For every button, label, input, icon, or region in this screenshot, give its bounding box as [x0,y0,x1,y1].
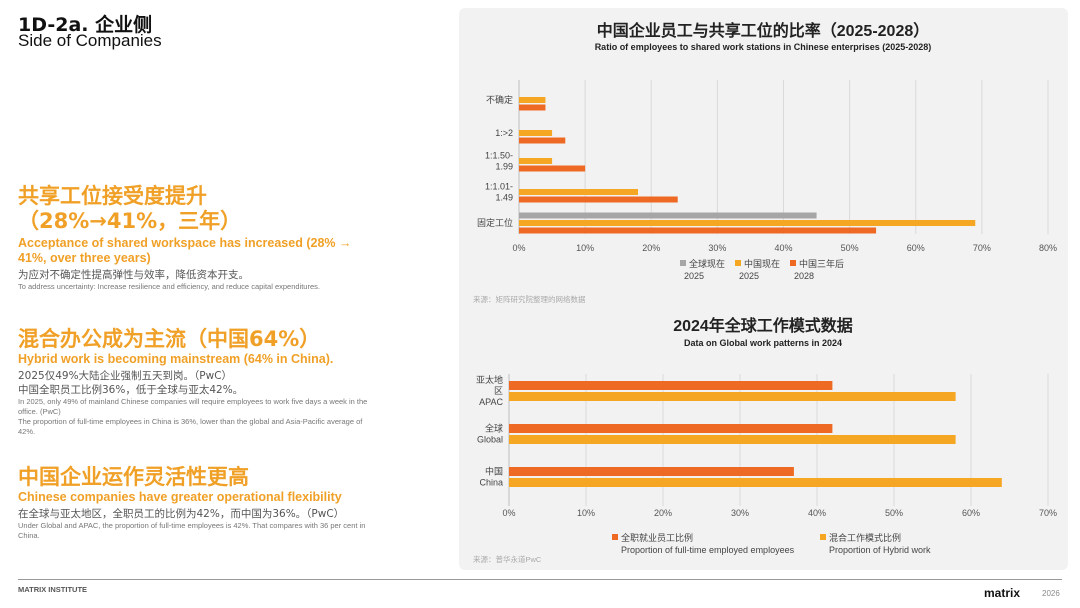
x-tick-label: 0% [512,243,525,253]
charts-svg: 中国企业员工与共享工位的比率（2025-2028） Ratio of employ… [473,21,1057,564]
x-tick-label: 40% [774,243,792,253]
chart-source: 来源：矩阵研究院整理的网络数据 [473,294,586,304]
y-category-label: 固定工位 [477,217,513,228]
bar [509,435,956,444]
section-body-en: Under Global and APAC, the proportion of… [18,521,366,540]
bar [509,392,956,401]
section-body-cn: 为应对不确定性提高弹性与效率，降低资本开支。 [18,269,249,281]
x-tick-label: 30% [708,243,726,253]
bar [519,158,553,164]
legend-label: 全职就业员工比例 Proportion of full-time employed… [621,532,795,555]
footer-year: 2026 [1042,589,1060,598]
bar [519,196,678,203]
bar [519,165,586,172]
y-category-label: 全球 Global [477,423,503,445]
x-tick-label: 50% [885,508,903,518]
footer-org: MATRIX INSTITUTE [18,585,88,594]
chart-subtitle: Data on Global work patterns in 2024 [684,338,842,348]
legend-label: 全球现在 2025 [684,258,725,281]
footer-brand-logo: matrix [984,586,1021,600]
bar [519,227,877,234]
x-tick-label: 10% [576,243,594,253]
x-tick-label: 10% [577,508,595,518]
section-body-cn: 2025仅49%大陆企业强制五天到岗。（PwC） 中国全职员工比例36%，低于全… [18,370,244,396]
section-title-cn: 中国企业运作灵活性更高 [18,465,249,489]
x-tick-label: 20% [642,243,660,253]
legend-swatch [790,260,796,266]
legend-swatch [820,534,826,540]
bar [509,467,794,476]
x-tick-label: 80% [1039,243,1057,253]
x-tick-label: 0% [502,508,515,518]
section-title-en: Hybrid work is becoming mainstream (64% … [18,352,334,366]
x-tick-label: 60% [962,508,980,518]
section-body-en: To address uncertainty: Increase resilie… [18,282,320,291]
section-title-cn-line2: （28%→41%，三年） [18,209,242,233]
chart-subtitle: Ratio of employees to shared work statio… [595,42,932,52]
page-title: 1D-2a. 企业侧 [18,14,153,36]
bar [519,97,546,103]
bar [509,424,833,433]
legend-label: 混合工作模式比例 Proportion of Hybrid work [829,532,931,555]
chart-title: 中国企业员工与共享工位的比率（2025-2028） [597,21,930,40]
chart-panel: 中国企业员工与共享工位的比率（2025-2028） Ratio of employ… [459,8,1068,570]
section-title-en: Acceptance of shared workspace has incre… [18,236,352,265]
section-hybrid-work: 混合办公成为主流（中国64%） Hybrid work is becoming … [18,327,368,437]
section-title-cn: 共享工位接受度提升 [18,184,207,208]
chart-source: 来源：普华永道PwC [473,554,542,564]
y-category-label: 1:>2 [495,128,513,138]
bar [509,381,833,390]
x-tick-label: 40% [808,508,826,518]
bar [519,189,639,195]
chart-title: 2024年全球工作模式数据 [673,316,853,335]
section-shared-workspace: 共享工位接受度提升 （28%→41%，三年） Acceptance of sha… [18,184,368,292]
legend-swatch [612,534,618,540]
bar [519,212,817,219]
legend-label: 中国三年后 2028 [794,258,844,281]
section-title-cn: 混合办公成为主流（中国64%） [18,327,321,351]
x-tick-label: 70% [973,243,991,253]
section-body-en: In 2025, only 49% of mainland Chinese co… [18,397,368,436]
y-category-label: 中国 China [479,466,503,488]
y-category-label: 1:1.50-1.99 [485,151,513,172]
legend-swatch [735,260,741,266]
bar [519,130,553,136]
y-category-label: 亚太地区 APAC [476,374,504,407]
section-flexibility: 中国企业运作灵活性更高 Chinese companies have great… [18,465,368,541]
x-tick-label: 50% [841,243,859,253]
page-subtitle: Side of Companies [18,31,162,50]
section-body-cn: 在全球与亚太地区，全职员工的比例为42%，而中国为36%。（PwC） [18,508,345,520]
y-category-label: 不确定 [486,94,513,105]
x-tick-label: 30% [731,508,749,518]
bar [509,478,1002,487]
x-tick-label: 60% [907,243,925,253]
y-category-label: 1:1.01-1.49 [485,182,513,203]
section-title-en: Chinese companies have greater operation… [18,490,342,504]
bar [519,104,546,111]
legend-swatch [680,260,686,266]
bar [519,137,566,144]
legend-label: 中国现在 2025 [739,258,780,281]
bar [519,220,976,226]
x-tick-label: 20% [654,508,672,518]
x-tick-label: 70% [1039,508,1057,518]
footer-divider [18,579,1062,580]
